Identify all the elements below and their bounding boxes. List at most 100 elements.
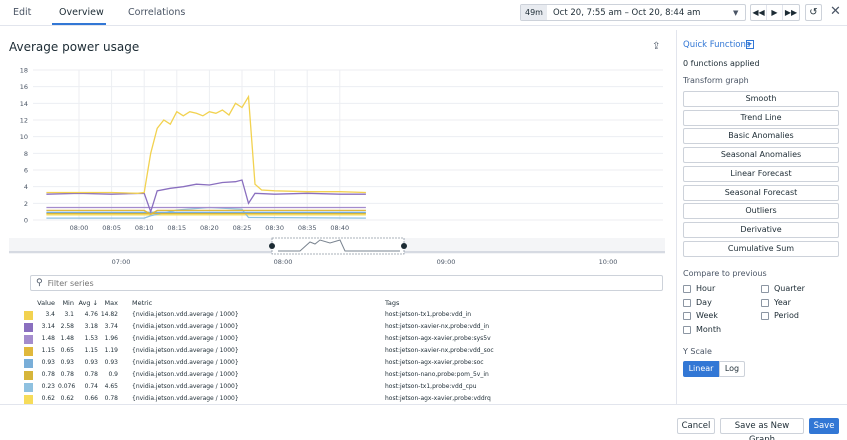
legend-col-metric[interactable]: Metric	[132, 299, 153, 307]
legend-value: 0.62	[41, 395, 55, 402]
checkbox-icon[interactable]	[761, 298, 769, 307]
footer-divider	[0, 404, 847, 405]
compare-quarter-label: Quarter	[774, 284, 805, 293]
legend-value: 0.78	[41, 371, 55, 378]
x-tick-label: 08:40	[330, 224, 349, 232]
legend-row[interactable]: 0.23 0.076 0.74 4.65 {nvidia.jetson.vdd.aver…	[24, 381, 664, 393]
legend-value: 3.4	[45, 311, 55, 318]
function-button-cumulative-sum[interactable]: Cumulative Sum	[683, 240, 839, 257]
series-color-swatch	[24, 358, 33, 368]
function-button-trend-line[interactable]: Trend Line	[683, 109, 839, 126]
legend-row[interactable]: 1.15 0.65 1.15 1.19 {nvidia.jetson.vdd.avera…	[24, 345, 664, 357]
legend-row[interactable]: 3.4 3.1 4.76 14.82 {nvidia.jetson.vdd.averag…	[24, 309, 664, 321]
save-as-new-graph-button[interactable]: Save as New Graph	[720, 418, 804, 440]
legend-min: 2.58	[60, 323, 74, 330]
y-tick-label: 6	[24, 167, 28, 175]
legend-tags: host:jetson-nano,probe:pom_5v_in	[385, 371, 489, 378]
legend-row[interactable]: 0.93 0.93 0.93 0.93 {nvidia.jetson.vdd.avera…	[24, 357, 664, 369]
series-color-swatch	[24, 382, 33, 392]
tab-correlations[interactable]: Correlations	[128, 7, 186, 18]
step-back-icon[interactable]: ◀◀	[751, 5, 767, 20]
legend-value: 1.15	[41, 347, 55, 354]
navigator-tick-label: 08:00	[274, 258, 293, 266]
checkbox-icon[interactable]	[683, 284, 691, 293]
legend-metric: {nvidia.jetson.vdd.average / 1000}	[132, 395, 239, 402]
active-tab-indicator	[52, 23, 106, 25]
compare-year-checkbox[interactable]: Year	[761, 298, 791, 307]
filter-series-box[interactable]: ⚲	[30, 275, 663, 291]
play-icon[interactable]: ▶	[767, 5, 783, 20]
save-button[interactable]: Save	[809, 418, 839, 434]
legend-max: 4.65	[104, 383, 118, 390]
y-scale-linear-button[interactable]: Linear	[683, 361, 719, 377]
compare-previous-label: Compare to previous	[683, 269, 767, 278]
checkbox-icon[interactable]	[683, 325, 691, 334]
y-tick-label: 16	[20, 83, 28, 91]
checkbox-icon[interactable]	[761, 284, 769, 293]
legend-row[interactable]: 0.62 0.62 0.66 0.78 {nvidia.jetson.vdd.avera…	[24, 393, 664, 405]
legend-header: Value Min Avg ↓ Max Metric Tags	[24, 297, 664, 309]
x-tick-label: 08:20	[200, 224, 219, 232]
function-button-outliers[interactable]: Outliers	[683, 203, 839, 220]
series-color-swatch	[24, 346, 33, 356]
legend-metric: {nvidia.jetson.vdd.average / 1000}	[132, 335, 239, 342]
compare-month-checkbox[interactable]: Month	[683, 325, 721, 334]
tab-overview[interactable]: Overview	[59, 7, 104, 18]
navigator-left-handle	[269, 243, 275, 249]
series-color-swatch	[24, 322, 33, 332]
compare-week-checkbox[interactable]: Week	[683, 311, 718, 320]
step-forward-icon[interactable]: ▶▶	[784, 8, 798, 17]
series-line	[46, 179, 366, 214]
filter-series-input[interactable]	[47, 278, 608, 288]
compare-hour-label: Hour	[696, 284, 716, 293]
legend-min: 3.1	[64, 311, 74, 318]
legend-col-min[interactable]: Min	[62, 299, 74, 307]
legend-row[interactable]: 1.48 1.48 1.53 1.96 {nvidia.jetson.vdd.avera…	[24, 333, 664, 345]
legend-col-tags[interactable]: Tags	[385, 299, 400, 307]
legend-value: 0.93	[41, 359, 55, 366]
checkbox-icon[interactable]	[683, 298, 691, 307]
tab-edit[interactable]: Edit	[13, 7, 32, 18]
navigator-tick-label: 09:00	[437, 258, 456, 266]
legend-avg: 1.53	[84, 335, 98, 342]
close-icon[interactable]: ✕	[830, 4, 841, 19]
cancel-button[interactable]: Cancel	[677, 418, 715, 434]
timeseries-chart[interactable]: 0 2 4 6 8 10 12 14 16 18 08:00 08:05 08:10 08:15 08:20…	[0, 60, 670, 270]
compare-period-label: Period	[774, 311, 799, 320]
reset-icon[interactable]: ↺	[805, 4, 822, 21]
function-button-smooth[interactable]: Smooth	[683, 91, 839, 107]
function-button-seasonal-anomalies[interactable]: Seasonal Anomalies	[683, 147, 839, 164]
legend-col-value[interactable]: Value	[37, 299, 55, 307]
series-legend: Value Min Avg ↓ Max Metric Tags 3.4 3.1 4.…	[24, 297, 664, 405]
legend-row[interactable]: 3.14 2.58 3.18 3.74 {nvidia.jetson.vdd.avera…	[24, 321, 664, 333]
legend-value: 1.48	[41, 335, 55, 342]
legend-avg: 3.18	[84, 323, 98, 330]
legend-col-avg[interactable]: Avg ↓	[78, 299, 98, 307]
function-button-seasonal-forecast[interactable]: Seasonal Forecast	[683, 184, 839, 201]
legend-metric: {nvidia.jetson.vdd.average / 1000}	[132, 347, 239, 354]
compare-day-checkbox[interactable]: Day	[683, 298, 712, 307]
checkbox-icon[interactable]	[761, 311, 769, 320]
panel-toggle-icon[interactable]: ▶	[746, 40, 754, 49]
y-tick-label: 18	[20, 67, 28, 75]
function-button-basic-anomalies[interactable]: Basic Anomalies	[683, 128, 839, 145]
compare-quarter-checkbox[interactable]: Quarter	[761, 284, 805, 293]
legend-col-max[interactable]: Max	[104, 299, 118, 307]
legend-tags: host:jetson-tx1,probe:vdd_cpu	[385, 383, 477, 390]
legend-row[interactable]: 0.78 0.78 0.78 0.9 {nvidia.jetson.vdd.averag…	[24, 369, 664, 381]
checkbox-icon[interactable]	[683, 311, 691, 320]
compare-hour-checkbox[interactable]: Hour	[683, 284, 715, 293]
y-scale-log-button[interactable]: Log	[719, 361, 745, 377]
legend-metric: {nvidia.jetson.vdd.average / 1000}	[132, 359, 239, 366]
y-scale-label: Y Scale	[683, 347, 712, 356]
export-icon[interactable]: ⇪	[652, 41, 661, 52]
functions-applied-text: 0 functions applied	[683, 59, 760, 68]
function-button-derivative[interactable]: Derivative	[683, 221, 839, 238]
series-line	[46, 206, 366, 219]
compare-period-checkbox[interactable]: Period	[761, 311, 799, 320]
time-range-picker[interactable]: 49m Oct 20, 7:55 am – Oct 20, 8:44 am ▼	[520, 4, 746, 21]
series-color-swatch	[24, 310, 33, 320]
function-button-linear-forecast[interactable]: Linear Forecast	[683, 165, 839, 182]
quick-functions-title[interactable]: Quick Functions	[683, 40, 751, 50]
navigator-tick-label: 10:00	[599, 258, 618, 266]
